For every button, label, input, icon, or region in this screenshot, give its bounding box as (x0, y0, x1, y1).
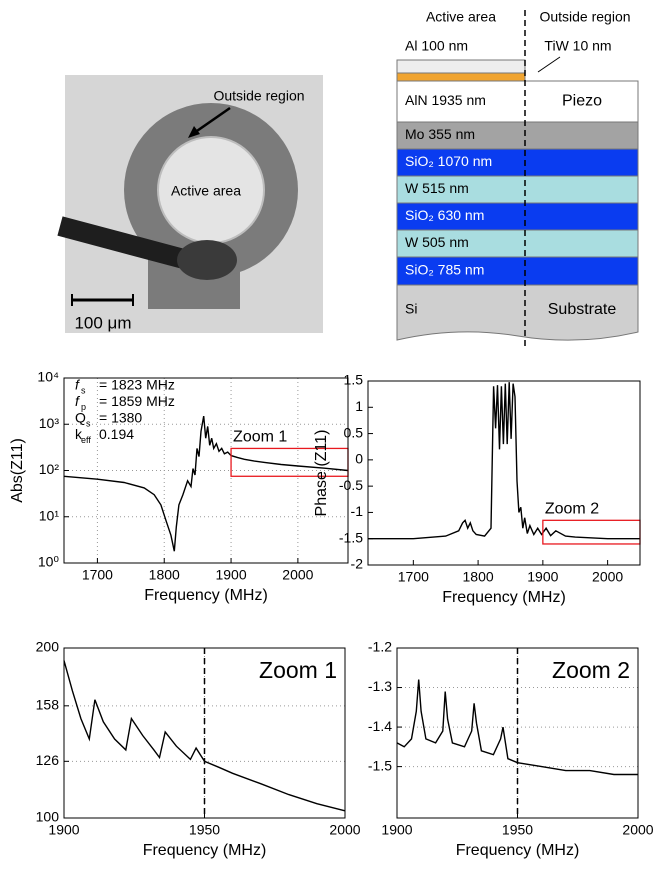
y-tick-label: 10³ (39, 415, 60, 431)
layer-label: W 515 nm (405, 180, 469, 196)
param-sub: s (81, 385, 86, 395)
data-line (396, 679, 638, 776)
x-tick-label: 2000 (282, 567, 313, 583)
data-line (63, 660, 346, 812)
x-tick-label: 1900 (527, 569, 558, 585)
layer (396, 284, 639, 341)
x-tick-label: 1700 (82, 567, 113, 583)
layer-label: AlN 1935 nm (405, 92, 486, 108)
x-axis-label: Frequency (MHz) (143, 842, 267, 859)
layer-label: SiO₂ 630 nm (405, 207, 484, 223)
y-tick-label: 0.5 (344, 424, 364, 440)
layer-label: Al 100 nm (405, 38, 468, 54)
al-layer (396, 59, 526, 74)
layer-label: SiO₂ 785 nm (405, 262, 484, 278)
x-tick-label: 2000 (622, 822, 653, 838)
layer (396, 80, 639, 123)
y-tick-label: 10⁰ (38, 554, 60, 570)
arrow-head (188, 126, 200, 138)
y-tick-label: 200 (36, 639, 60, 655)
y-tick-label: 1 (355, 398, 363, 414)
plot-frame (367, 380, 641, 566)
x-tick-label: 1950 (502, 822, 533, 838)
x-axis-label: Frequency (MHz) (442, 589, 566, 606)
param-symbol: f (75, 393, 81, 409)
param-sub: eff (81, 435, 91, 445)
probe (57, 216, 198, 272)
layer (396, 148, 639, 177)
x-tick-label: 2000 (592, 569, 623, 585)
layer-stack: Active area Outside region Al 100 nm TiW 10… (396, 9, 639, 350)
y-tick-label: -1.4 (368, 718, 392, 734)
layer (396, 175, 639, 204)
zoom-label: Zoom 2 (545, 501, 599, 518)
layer-label: Si (405, 301, 417, 317)
x-tick-label: 1900 (215, 567, 246, 583)
stack-header: Outside region (539, 9, 630, 25)
probe-tip (177, 240, 237, 280)
x-tick-label: 1700 (398, 569, 429, 585)
photo-label: Active area (171, 183, 241, 199)
pointer (537, 56, 561, 73)
param-value: = 1380 (99, 410, 142, 426)
x-tick-label: 1800 (463, 569, 494, 585)
y-tick-label: -1.3 (368, 678, 392, 694)
y-tick-label: 158 (36, 697, 60, 713)
y-tick-label: 126 (36, 752, 60, 768)
y-tick-label: 10⁴ (37, 369, 59, 385)
param-value: = 1859 MHz (99, 393, 175, 409)
y-axis-label: Abs(Z11) (9, 438, 26, 503)
zoom-label: Zoom 1 (233, 429, 287, 446)
photo-label: Outside region (213, 88, 304, 104)
tiw-layer (396, 72, 526, 82)
y-tick-label: -1.2 (368, 639, 392, 655)
param-sub: p (81, 402, 86, 412)
y-tick-label: 10¹ (39, 507, 60, 523)
layer-label: SiO₂ 1070 nm (405, 153, 492, 169)
y-tick-label: 0 (355, 451, 363, 467)
plot-frame (396, 647, 639, 819)
plot-frame (63, 377, 349, 564)
region-label: Piezo (562, 93, 602, 110)
y-tick-label: 100 (36, 809, 60, 825)
scale-label: 100 μm (74, 313, 131, 332)
x-tick-label: 2000 (329, 822, 360, 838)
param-value: = 1823 MHz (99, 377, 175, 393)
y-tick-label: 1.5 (344, 372, 364, 388)
x-tick-label: 1900 (381, 822, 412, 838)
arrow (193, 106, 231, 135)
stack-header: Active area (426, 9, 496, 25)
param-value: 0.194 (99, 426, 134, 442)
y-tick-label: -1.5 (368, 757, 392, 773)
data-line (63, 415, 349, 552)
y-axis-label: Phase (Z11) (313, 430, 330, 517)
layer (396, 202, 639, 231)
plot-frame (63, 647, 346, 819)
layer-label: TiW 10 nm (544, 38, 611, 54)
panel-title: Zoom 1 (259, 657, 337, 683)
layer (396, 121, 639, 150)
layer-label: W 505 nm (405, 234, 469, 250)
y-tick-label: -1.5 (339, 529, 363, 545)
charts: 1700 1800 1900 200010⁰10¹10²10³10⁴Frequency… (9, 369, 654, 860)
x-tick-label: 1900 (48, 822, 79, 838)
region-label: Substrate (548, 301, 617, 318)
panel-title: Zoom 2 (552, 657, 630, 683)
layer (396, 229, 639, 258)
param-symbol: f (75, 377, 81, 393)
x-axis-label: Frequency (MHz) (456, 842, 580, 859)
x-tick-label: 1800 (149, 567, 180, 583)
y-tick-label: 10² (39, 461, 60, 477)
param-symbol: Q (75, 410, 86, 426)
y-tick-label: -2 (351, 556, 364, 572)
param-sub: s (86, 418, 91, 428)
y-tick-label: -1 (351, 503, 364, 519)
x-axis-label: Frequency (MHz) (144, 587, 268, 604)
y-tick-label: -0.5 (339, 477, 363, 493)
x-tick-label: 1950 (189, 822, 220, 838)
layer-label: Mo 355 nm (405, 126, 475, 142)
micrograph: Outside region Active area 100 μm (57, 75, 323, 333)
param-symbol: k (75, 426, 83, 442)
